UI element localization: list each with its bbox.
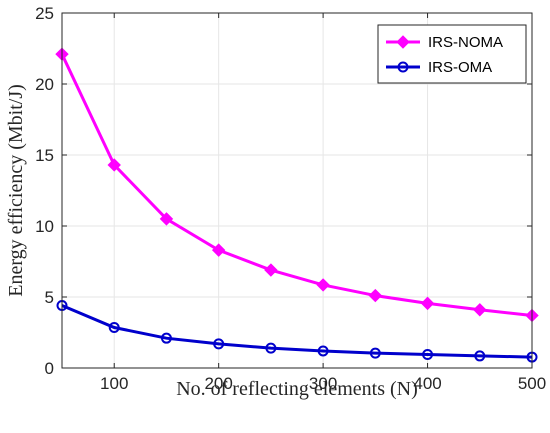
legend-marker-irs-noma	[396, 35, 410, 49]
data-point-irs-noma	[473, 303, 487, 317]
data-point-irs-oma	[213, 338, 225, 350]
data-point-irs-noma	[107, 158, 121, 172]
data-point-irs-oma	[422, 349, 434, 361]
axis-ticks: 0 5 10 15 20 25 100 200 300 400 500	[35, 4, 546, 393]
x-tick-label: 100	[100, 374, 128, 393]
data-point-irs-noma	[159, 212, 174, 226]
data-point-irs-noma	[316, 278, 330, 292]
plot-series	[55, 47, 539, 363]
x-axis-label: No. of reflecting elements (N)	[176, 378, 418, 400]
x-tick-label: 200	[204, 374, 232, 393]
data-point-irs-oma	[474, 350, 486, 362]
series-line-irs-oma	[61, 304, 533, 359]
legend-label-irs-oma: IRS-OMA	[428, 59, 492, 76]
plot-frame	[61, 12, 533, 369]
y-tick-label: 15	[35, 146, 54, 165]
legend-box	[377, 24, 527, 84]
data-point-irs-oma	[160, 332, 172, 344]
x-tick-label: 500	[518, 374, 546, 393]
y-tick-label: 10	[35, 217, 54, 236]
y-tick-label: 20	[35, 75, 54, 94]
data-point-irs-oma	[265, 342, 277, 354]
legend: IRS-NOMA IRS-OMA	[377, 24, 527, 84]
data-point-irs-oma	[108, 322, 120, 334]
data-point-irs-noma	[211, 243, 226, 257]
legend-marker-irs-oma	[397, 61, 409, 73]
legend-label-irs-noma: IRS-NOMA	[428, 34, 503, 51]
x-tick-label: 400	[413, 374, 441, 393]
data-point-irs-noma	[368, 288, 383, 303]
data-point-irs-noma	[264, 263, 278, 277]
data-point-irs-noma	[420, 296, 435, 311]
y-tick-label: 5	[45, 288, 54, 307]
y-tick-label: 25	[35, 4, 54, 23]
y-tick-label: 0	[45, 359, 54, 378]
x-tick-label: 300	[309, 374, 337, 393]
y-axis-label: Energy efficiency (Mbit/J)	[5, 84, 27, 297]
data-point-irs-oma	[369, 347, 381, 359]
data-point-irs-oma	[317, 345, 329, 357]
series-line-irs-noma	[60, 53, 533, 317]
